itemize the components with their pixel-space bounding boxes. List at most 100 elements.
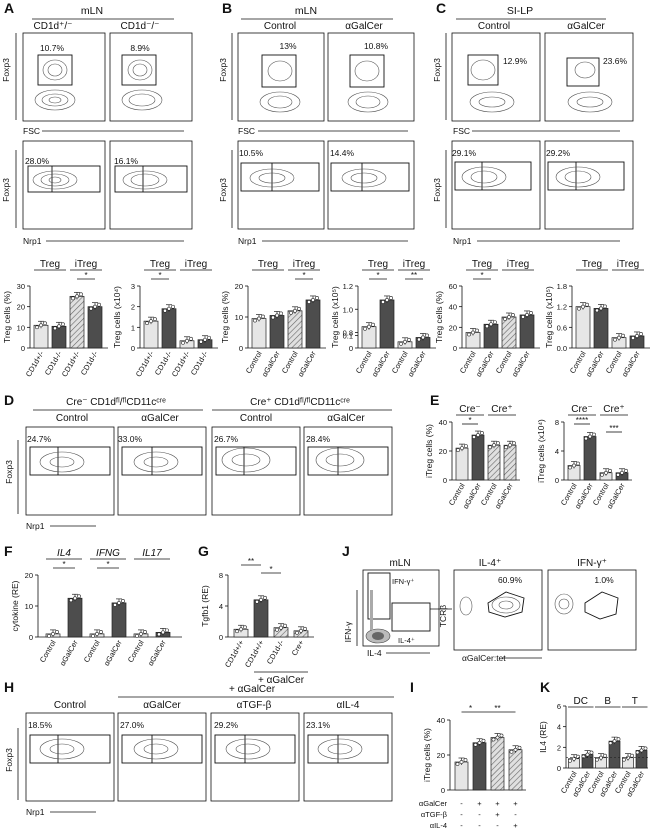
panel-b-c2-pt-2-2 [407,337,411,342]
panel-h-plot-3 [210,712,300,802]
panel-e-c1-tick-label-2: 40 [439,418,447,427]
panel-c-c1-pt-3-0 [521,315,525,319]
panel-k-pt-3-0 [608,741,613,746]
panel-label-h: H [4,679,14,695]
panel-h-pct-2: 27.0% [120,720,145,730]
panel-f-pt-4-0 [135,634,139,638]
panel-g-pt-2-2 [283,623,287,628]
panel-f-pt-3-0 [113,603,117,607]
panel-g-pt-0-2 [243,625,247,630]
panel-j-plot-3 [547,569,637,651]
panel-f-pt-5-2 [165,628,169,633]
panel-g-sig2-label: * [269,565,272,574]
panel-a-c2-bar-1 [161,308,177,349]
panel-f-tick-label-1: 10 [25,602,33,611]
panel-i-row-2-mark-1: - [478,821,481,830]
panel-c-c1-group-itreg: iTreg [507,259,529,270]
panel-d-col1: Control [56,413,88,424]
panel-a-c2-ylabel: Treg cells (x10⁴) [112,286,122,348]
panel-b-c2-cat-3: αGalCer [406,349,428,378]
panel-a-gate2-pct-2: 16.1% [114,156,139,166]
panel-a-foxp3-label: Foxp3 [1,58,11,82]
panel-b-c1-pt-2-0 [289,310,293,315]
panel-b-c2-tick-label-4: 1.2 [343,282,353,291]
panel-b-c1-bar-1 [269,315,285,349]
panel-f-tick-label-0: 0 [29,633,33,642]
panel-c-c2-cat-3: αGalCer [620,349,642,378]
panel-i-bar-0 [454,761,469,791]
panel-i-row-label-2: αIL-4 [430,821,447,830]
panel-a-c2-pt-2-0 [181,340,185,345]
panel-h-foxp3-label: Foxp3 [4,748,14,772]
panel-c-fsc-label: FSC [453,126,470,136]
panel-e-c2-pt-0-0 [568,465,572,470]
panel-c-gate1-pct-2: 23.6% [603,56,628,66]
panel-i-pt-3-2 [517,745,522,750]
panel-a-c1-pt-3-1 [93,304,97,309]
panel-a-c2-pt-0-2 [153,317,157,322]
panel-b-gate1-pct-2: 10.8% [364,41,389,51]
panel-f-bar-3 [111,602,127,638]
panel-a-c1-group-treg: Treg [40,259,60,270]
panel-h-pct-4: 23.1% [306,720,331,730]
panel-c-nrp1-plot-2 [544,140,634,230]
panel-f-pt-2-0 [91,634,95,638]
panel-i-pt-2-2 [499,733,504,738]
panel-e-c1-ylabel: iTreg cells (%) [424,424,434,478]
panel-a-c2-group-itreg: iTreg [185,259,207,270]
panel-c-c2-pt-2-2 [621,333,625,338]
panel-c-c1-bar-2 [501,316,517,349]
panel-a-c1-pt-2-1 [75,294,79,299]
panel-c-c2-pt-0-1 [581,304,585,309]
panel-c-c2-cat-1: αGalCer [584,349,606,378]
panel-e-c1-pt-2-2 [496,441,500,446]
panel-i-pt-0-2 [463,758,468,762]
panel-b-c2-tick-label-3: 1.0 [343,305,353,314]
panel-k-pt-2-2 [603,753,607,758]
panel-b-c2-tick-label-0: 0 [349,344,353,353]
panel-g-pt-1-0 [255,599,259,604]
panel-g-pt-3-0 [295,630,299,635]
panel-k-pt-4-0 [622,757,626,762]
panel-f-gene-0: IL4 [57,548,71,559]
panel-a-c1-pt-3-0 [89,306,93,311]
panel-b-c1-cat-1: αGalCer [260,349,282,378]
panel-b-c1-pt-3-2 [315,296,319,300]
panel-h-col4: αIL-4 [336,700,359,711]
panel-j-plot2-title: IL-4⁺ [479,558,502,569]
panel-b-c2-pt-0-1 [367,324,371,329]
panel-d-foxp3-label: Foxp3 [4,460,14,484]
panel-i-sig1-label: * [469,704,472,713]
panel-a-title: mLN [81,5,103,17]
panel-e-c2-pt-2-2 [608,468,612,473]
panel-a-fsc-plot-1 [22,32,106,122]
panel-c-fsc-plot-2 [544,32,634,122]
panel-h-pct-1: 18.5% [28,720,53,730]
panel-b-c1-bar-2 [287,310,303,349]
panel-g-cat-1: CD1d+/+ [243,638,266,669]
panel-k-group-0: DC [574,696,588,707]
panel-a-c2-pt-2-2 [189,336,193,341]
panel-b-c1-pt-2-2 [297,306,301,311]
panel-b-c1-pt-3-1 [311,298,315,302]
panel-e-c1-bar-2 [487,444,501,481]
panel-k-tick-label-3: 6 [557,702,561,711]
panel-e-c2-pt-2-0 [600,472,604,477]
panel-e-c2-ylabel: iTreg cells (x10⁴) [536,419,546,483]
panel-c-c1-pt-0-1 [471,330,475,335]
panel-j-gate-b: IL-4⁺ [398,636,415,645]
panel-e-c1-pt-2-0 [488,445,492,450]
panel-d-plot-1 [25,426,115,516]
panel-c-foxp3-label: Foxp3 [432,58,442,82]
panel-e-c1-bar-1 [471,434,485,481]
panel-f-pt-0-2 [55,630,59,634]
panel-c-c2-tick-label-1: 0.6 [557,323,567,332]
panel-a-c2-pt-3-1 [203,337,207,342]
panel-label-a: A [4,0,14,16]
panel-b-c2-pt-1-1 [385,298,389,302]
